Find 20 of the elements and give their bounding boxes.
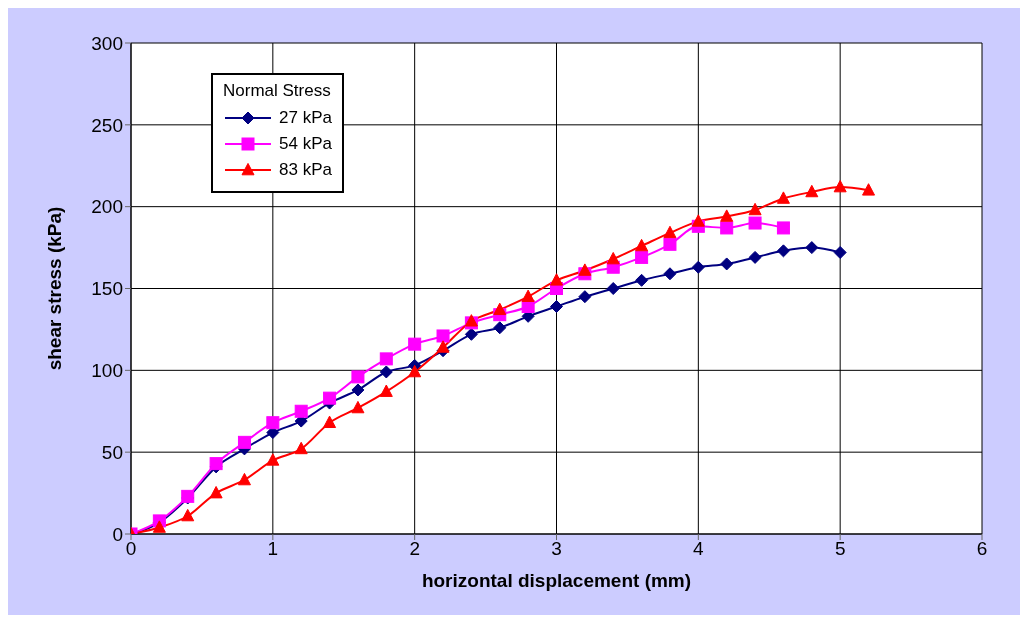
y-tick-label: 150	[91, 278, 123, 300]
y-tick-label: 100	[91, 360, 123, 382]
x-tick-label: 5	[834, 538, 846, 560]
x-tick-label: 4	[693, 538, 705, 560]
legend-label: 83 kPa	[279, 160, 332, 180]
x-tick-label: 1	[267, 538, 279, 560]
x-tick-label: 0	[125, 538, 137, 560]
x-axis-title: horizontal displacement (mm)	[421, 570, 692, 591]
y-tick-label: 300	[91, 32, 123, 54]
legend-title: Normal Stress	[223, 81, 332, 101]
x-tick-label: 3	[551, 538, 562, 560]
y-tick-label: 200	[91, 196, 123, 218]
x-tick-label: 6	[976, 538, 988, 560]
legend-label: 54 kPa	[279, 134, 332, 154]
x-tick-label: 2	[409, 538, 420, 560]
y-tick-label: 0	[112, 523, 123, 545]
y-tick-label: 250	[91, 114, 123, 136]
legend-label: 27 kPa	[279, 108, 332, 128]
y-axis-title: shear stress (kPa)	[43, 206, 65, 371]
y-tick-label: 50	[101, 441, 123, 463]
